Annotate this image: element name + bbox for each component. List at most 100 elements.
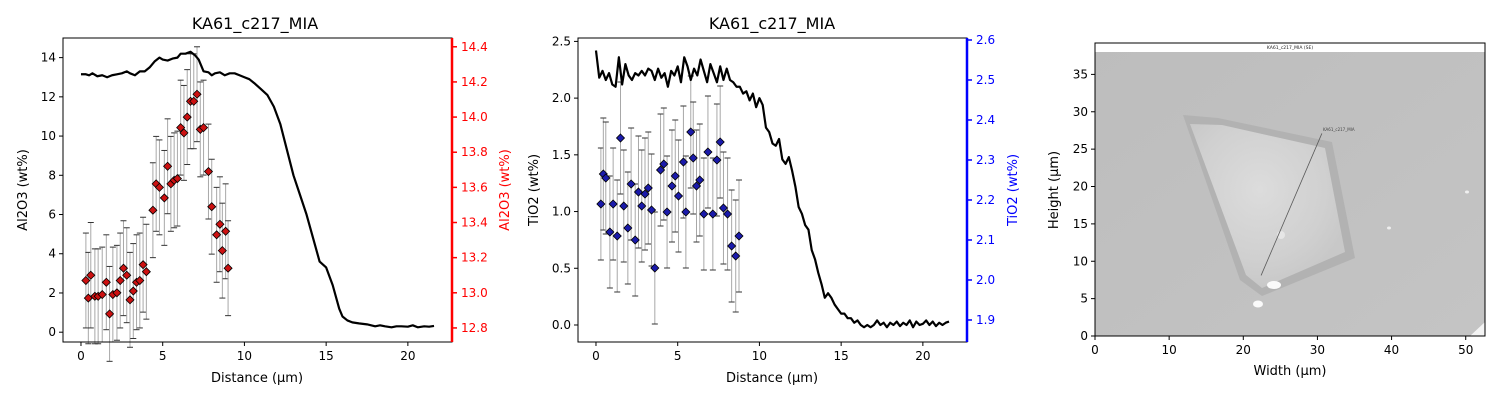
tio2-panel: KA61_c217_MIA 0 5 10 15 20 0.0 0.5 1.0 1.5 2.0 2.… (527, 14, 1021, 386)
data-point (715, 137, 725, 147)
y-tick-label: 10 (41, 129, 56, 143)
x-tick-label: 30 (1310, 343, 1325, 357)
data-point (112, 288, 122, 298)
x-tick-label: 0 (77, 349, 85, 363)
plot-area (80, 46, 435, 362)
data-point (118, 263, 129, 273)
y2-tick-label: 2.4 (976, 113, 995, 127)
panel-title: KA61_c217_MIA (709, 14, 835, 34)
data-point (189, 96, 199, 106)
data-point (154, 182, 164, 192)
data-point (172, 174, 182, 184)
data-point (670, 171, 680, 181)
y-tick-label: 25 (1073, 142, 1088, 156)
y2-tick-label: 14.0 (461, 110, 488, 124)
y-axis-label: Height (µm) (1047, 151, 1062, 229)
y2-tick-label: 13.2 (461, 251, 488, 265)
y2-tick-label: 14.2 (461, 75, 488, 89)
data-point (662, 207, 672, 217)
y-tick-label: 15 (1073, 217, 1088, 231)
data-point (198, 123, 209, 133)
data-point (734, 231, 744, 241)
bright-spot (1387, 226, 1391, 230)
image-header-label: KA61_c217_MIA (SE) (1267, 45, 1313, 51)
x-axis-label: Distance (µm) (726, 371, 818, 386)
y-tick-label: 0 (1080, 329, 1088, 343)
data-point (650, 263, 660, 273)
data-point (612, 231, 622, 241)
y2-tick-label: 13.6 (461, 180, 488, 194)
data-point (731, 251, 741, 261)
image-header-strip (1095, 43, 1485, 52)
y-tick-label: 35 (1073, 67, 1088, 81)
glass-inclusion (1190, 124, 1345, 288)
data-point (86, 270, 96, 280)
y2-tick-label: 13.4 (461, 216, 488, 230)
data-point (718, 203, 729, 213)
y2-tick-label: 14.4 (461, 40, 488, 54)
data-point (608, 199, 618, 209)
data-point (619, 201, 629, 211)
y-axis-label: TiO2 (wt%) (527, 154, 542, 227)
data-point (203, 166, 214, 177)
y2-tick-label: 2.6 (976, 33, 995, 47)
y-tick-label: 6 (48, 208, 56, 222)
y2-tick-label: 2.3 (976, 153, 995, 167)
transect-label: KA61_c217_MIA (1323, 127, 1355, 132)
y-tick-label: 4 (48, 247, 56, 261)
data-point (207, 202, 217, 212)
data-point (712, 155, 722, 165)
image-frame (1094, 42, 1486, 337)
data-point (605, 227, 615, 237)
data-point (596, 199, 606, 209)
y2-tick-label: 2.2 (976, 193, 995, 207)
bright-spot (1253, 300, 1263, 308)
x-tick-label: 5 (674, 349, 682, 363)
data-point (148, 205, 158, 215)
data-point (681, 207, 691, 217)
data-point (128, 286, 138, 296)
plot-frame (62, 37, 453, 343)
y-tick-label: 12 (41, 90, 56, 104)
data-point (691, 181, 702, 191)
y-tick-label: 1.5 (552, 148, 571, 162)
y-tick-label: 14 (41, 51, 56, 65)
data-point (655, 165, 666, 175)
x-axis-label: Width (µm) (1254, 364, 1327, 379)
y-tick-label: 0 (48, 325, 56, 339)
data-point (122, 270, 132, 280)
data-point (81, 275, 91, 286)
data-point (135, 275, 145, 286)
data-point (667, 181, 677, 191)
data-point (159, 193, 169, 203)
data-point (212, 230, 222, 240)
data-point (626, 179, 636, 189)
y-tick-label: 20 (1073, 180, 1088, 194)
y2-tick-label: 2.1 (976, 233, 995, 247)
plot-area (594, 50, 950, 329)
x-tick-label: 50 (1458, 343, 1473, 357)
data-point (217, 246, 227, 256)
y-axis: 0.0 0.5 1.0 1.5 2.0 2.5 (552, 34, 578, 332)
y2-tick-label: 12.8 (461, 321, 488, 335)
x-axis: 0 5 10 15 20 (592, 342, 931, 363)
y2-tick-label: 2.5 (976, 73, 995, 87)
data-point (699, 209, 709, 219)
profile-line (80, 50, 435, 329)
y-tick-label: 0.0 (552, 318, 571, 332)
data-point (601, 173, 611, 183)
x-tick-label: 20 (915, 349, 930, 363)
x-tick-label: 15 (319, 349, 334, 363)
data-point (659, 159, 669, 169)
data-point (105, 309, 115, 319)
data-point (686, 127, 696, 137)
y2-tick-label: 1.9 (976, 313, 995, 327)
x-tick-label: 10 (752, 349, 767, 363)
data-point (97, 289, 107, 300)
data-point (688, 153, 698, 163)
x-tick-label: 15 (834, 349, 849, 363)
y-tick-label: 30 (1073, 105, 1088, 119)
